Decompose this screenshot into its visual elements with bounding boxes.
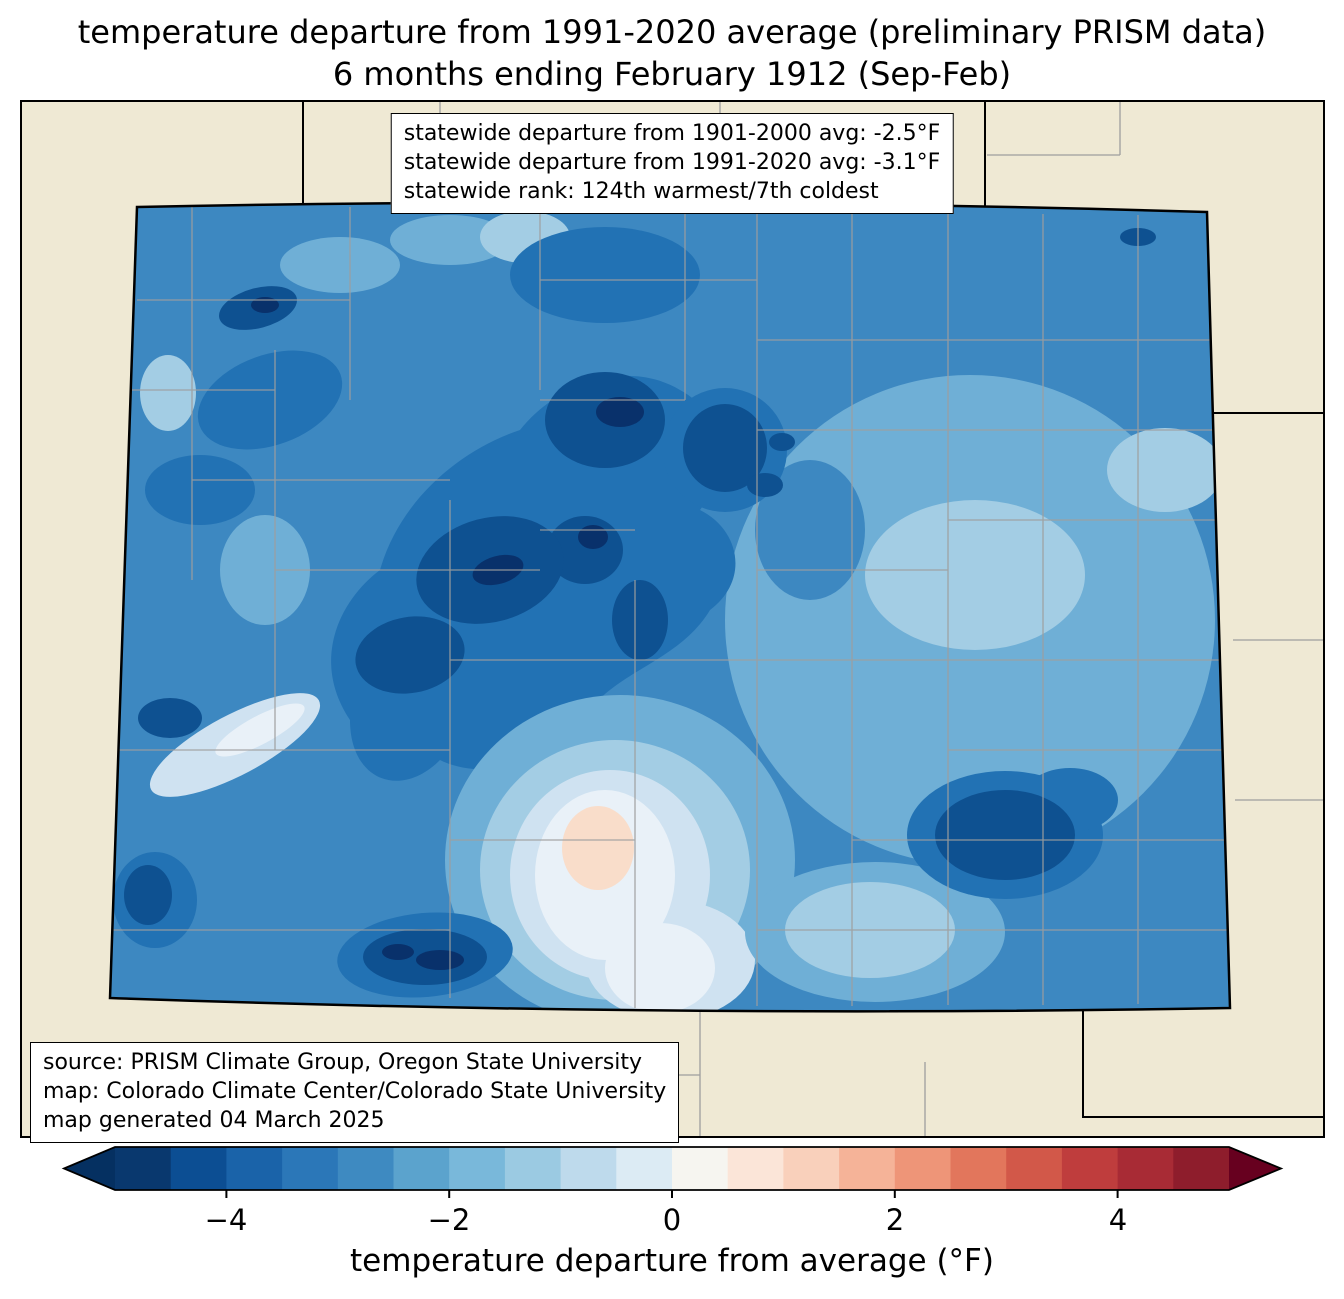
page-title: temperature departure from 1991-2020 ave… <box>0 12 1344 95</box>
source-attribution-box: source: PRISM Climate Group, Oregon Stat… <box>30 1042 680 1144</box>
colorbar-tick-label-0: 0 <box>662 1203 682 1237</box>
source-line-2: map: Colorado Climate Center/Colorado St… <box>43 1079 667 1105</box>
temperature-field <box>110 202 1230 1012</box>
colorbar-axis-label: temperature departure from average (°F) <box>350 1243 994 1279</box>
colorbar-outline <box>61 1146 1284 1191</box>
colorbar-left-arrow <box>64 1147 115 1190</box>
colorado-map <box>20 100 1325 1138</box>
source-line-1: source: PRISM Climate Group, Oregon Stat… <box>43 1050 643 1075</box>
neighbor-state-borders <box>302 100 1325 1118</box>
title-line-2: 6 months ending February 1912 (Sep-Feb) <box>332 54 1012 93</box>
colorbar-right-arrow <box>1229 1147 1281 1190</box>
stats-line-1: statewide departure from 1901-2000 avg: … <box>403 121 941 146</box>
source-line-3: map generated 04 March 2025 <box>43 1108 385 1134</box>
county-lines <box>110 207 1230 1008</box>
colorbar-tick-label-4: 4 <box>1108 1203 1128 1237</box>
colorbar-tick-label-neg4: −4 <box>204 1203 248 1237</box>
stats-line-2: statewide departure from 1991-2020 avg: … <box>403 150 941 176</box>
colorbar-tick-label-neg2: −2 <box>427 1203 471 1237</box>
title-line-1: temperature departure from 1991-2020 ave… <box>77 13 1267 51</box>
colorbar-tick-label-2: 2 <box>885 1203 905 1237</box>
colorbar-tick-marks <box>225 1190 1119 1198</box>
colorbar-segments <box>115 1147 1230 1190</box>
colorbar <box>20 1140 1325 1205</box>
stats-line-3: statewide rank: 124th warmest/7th coldes… <box>403 179 879 205</box>
statewide-stats-box: statewide departure from 1901-2000 avg: … <box>390 113 954 215</box>
map-axes <box>20 100 1325 1138</box>
